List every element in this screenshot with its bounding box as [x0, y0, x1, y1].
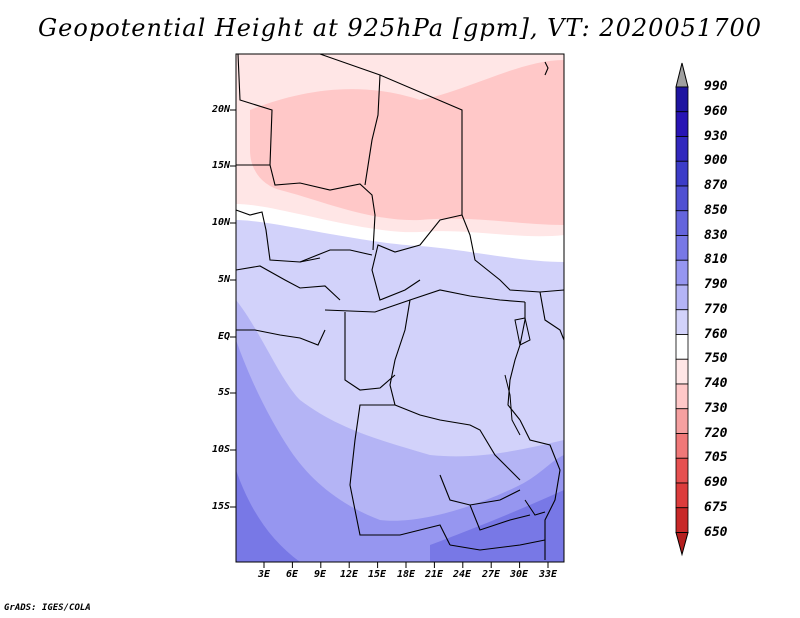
colorbar-swatch — [675, 111, 689, 137]
colorbar-label: 990 — [704, 79, 728, 94]
map-title: Geopotential Height at 925hPa [gpm], VT:… — [38, 14, 762, 42]
map-frame — [235, 53, 565, 563]
colorbar-swatch — [675, 185, 689, 212]
lon-label: 21E — [424, 569, 444, 580]
colorbar-swatch — [675, 284, 689, 311]
grads-credit: GrADS: IGES/COLA — [4, 603, 91, 613]
colorbar-label: 740 — [704, 376, 728, 391]
lon-label: 24E — [452, 569, 472, 580]
colorbar-swatch — [675, 383, 689, 410]
lon-label: 30E — [509, 569, 529, 580]
colorbar-label: 810 — [704, 252, 728, 268]
colorbar-swatch — [675, 210, 689, 236]
map-fields — [236, 54, 564, 562]
lon-label: 18E — [396, 569, 416, 580]
colorbar — [675, 62, 689, 557]
lat-label: 10S — [211, 444, 230, 455]
colorbar-label: 870 — [704, 178, 728, 193]
colorbar-swatch — [675, 160, 689, 187]
colorbar-label: 960 — [704, 103, 728, 119]
lon-label: 33E — [538, 569, 558, 580]
colorbar-swatch — [675, 259, 689, 286]
lon-label: 15E — [367, 569, 387, 580]
tick-marks — [230, 109, 549, 568]
colorbar-label: 900 — [704, 153, 728, 169]
colorbar-swatch — [675, 334, 689, 360]
colorbar-label: 720 — [704, 425, 728, 441]
lat-label: EQ — [217, 331, 230, 342]
lat-label: 10N — [211, 217, 230, 228]
field-deepest-blue — [236, 470, 564, 562]
colorbar-swatch — [675, 433, 689, 459]
colorbar-label: 730 — [704, 400, 728, 416]
colorbar-top-arrow — [675, 62, 689, 88]
colorbar-swatch — [675, 136, 689, 162]
colorbar-swatch — [675, 507, 689, 533]
field-deep-blue — [236, 340, 564, 562]
colorbar-bottom-arrow — [675, 532, 689, 557]
lat-label: 15N — [211, 160, 230, 171]
colorbar-label: 760 — [704, 326, 728, 342]
field-pink-core — [250, 60, 564, 225]
colorbar-label: 770 — [704, 301, 728, 317]
lat-label: 5S — [217, 387, 230, 398]
lon-label: 9E — [313, 569, 327, 580]
lat-label: 20N — [211, 104, 230, 115]
lake-outlines — [504, 317, 546, 516]
colorbar-swatch — [675, 309, 689, 335]
colorbar-swatch — [675, 408, 689, 434]
colorbar-label: 675 — [704, 499, 728, 515]
lon-label: 27E — [481, 569, 501, 580]
colorbar-label: 850 — [704, 202, 728, 218]
colorbar-swatch — [675, 482, 689, 509]
colorbar-swatch — [675, 86, 689, 113]
colorbar-swatch — [675, 457, 689, 484]
lon-label: 12E — [339, 569, 359, 580]
colorbar-swatch — [675, 235, 689, 261]
colorbar-label: 830 — [704, 227, 728, 243]
colorbar-label: 690 — [704, 475, 728, 490]
lat-label: 5N — [217, 274, 230, 285]
colorbar-label: 790 — [704, 277, 728, 292]
country-borders — [235, 53, 565, 560]
colorbar-label: 750 — [704, 351, 728, 367]
lat-label: 15S — [211, 501, 230, 512]
colorbar-label: 650 — [704, 524, 728, 540]
colorbar-label: 930 — [704, 128, 728, 144]
lon-label: 6E — [285, 569, 299, 580]
lon-label: 3E — [257, 569, 271, 580]
colorbar-label: 705 — [704, 450, 728, 466]
colorbar-swatch — [675, 358, 689, 385]
